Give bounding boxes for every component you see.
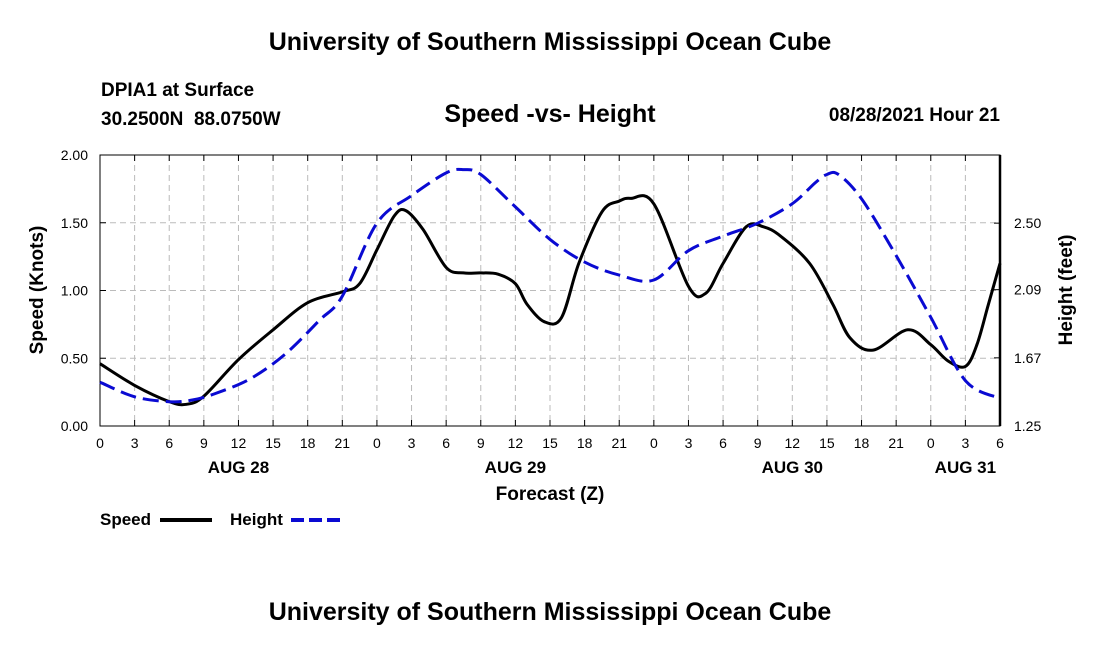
top-title: University of Southern Mississippi Ocean…	[268, 28, 832, 56]
y-tick-label: 2.00	[61, 147, 88, 163]
x-tick-label: 12	[231, 435, 247, 451]
x-tick-label: 21	[888, 435, 904, 451]
station-name: DPIA1 at Surface	[101, 80, 255, 101]
y-tick-label: 0.00	[61, 418, 88, 434]
y2-tick-label: 2.09	[1014, 282, 1041, 298]
x-tick-label: 0	[373, 435, 381, 451]
x-tick-label: 18	[854, 435, 870, 451]
y-tick-label: 1.00	[61, 283, 88, 299]
x-tick-label: 0	[650, 435, 658, 451]
x-tick-label: 6	[442, 435, 450, 451]
x-tick-label: 15	[542, 435, 558, 451]
y2-tick-label: 1.25	[1014, 418, 1041, 434]
y-tick-label: 1.50	[61, 215, 88, 231]
legend-speed-label: Speed	[100, 510, 151, 529]
y2-axis-label: Height (feet)	[1056, 235, 1077, 346]
x-tick-label: 15	[265, 435, 281, 451]
x-axis-label: Forecast (Z)	[496, 484, 605, 505]
x-tick-label: 21	[611, 435, 627, 451]
y2-tick-label: 2.50	[1014, 215, 1041, 231]
y-tick-label: 0.50	[61, 350, 88, 366]
x-tick-label: 3	[961, 435, 969, 451]
x-tick-label: 3	[408, 435, 416, 451]
height-series-line	[99, 167, 1001, 404]
date-label: AUG 31	[935, 458, 996, 477]
bottom-title: University of Southern Mississippi Ocean…	[268, 598, 832, 626]
x-tick-label: 18	[577, 435, 593, 451]
x-tick-label: 9	[200, 435, 208, 451]
station-info: DPIA1 at Surface 30.2500N 88.0750W	[101, 76, 281, 134]
x-tick-label: 15	[819, 435, 835, 451]
axes: 0 3 6 9 12 15 18 21 0 3 6 9 12 15 18 21 0 3 6 9 12 15 18 21 0 3 6 0…	[61, 147, 1042, 477]
x-tick-label: 3	[685, 435, 693, 451]
date-label: AUG 29	[485, 458, 546, 477]
x-tick-label: 9	[754, 435, 762, 451]
chart-title: Speed -vs- Height	[444, 100, 656, 128]
x-tick-label: 0	[96, 435, 104, 451]
x-tick-label: 18	[300, 435, 316, 451]
grid-lines	[100, 155, 1000, 426]
x-tick-label: 6	[996, 435, 1004, 451]
y-axis-label: Speed (Knots)	[27, 226, 48, 355]
legend: Speed Height	[100, 510, 343, 529]
speed-series-line	[99, 194, 1002, 407]
x-tick-label: 0	[927, 435, 935, 451]
legend-height-label: Height	[230, 510, 283, 529]
date-label: AUG 30	[762, 458, 823, 477]
x-tick-label: 12	[785, 435, 801, 451]
x-tick-label: 12	[508, 435, 524, 451]
y2-tick-label: 1.67	[1014, 350, 1041, 366]
series-lines	[99, 167, 1002, 407]
x-tick-label: 21	[335, 435, 351, 451]
x-tick-label: 6	[719, 435, 727, 451]
x-tick-label: 6	[165, 435, 173, 451]
date-label: AUG 28	[208, 458, 269, 477]
station-coordinates: 30.2500N 88.0750W	[101, 109, 281, 130]
x-tick-label: 9	[477, 435, 485, 451]
forecast-datetime: 08/28/2021 Hour 21	[828, 105, 1000, 126]
x-tick-label: 3	[131, 435, 139, 451]
